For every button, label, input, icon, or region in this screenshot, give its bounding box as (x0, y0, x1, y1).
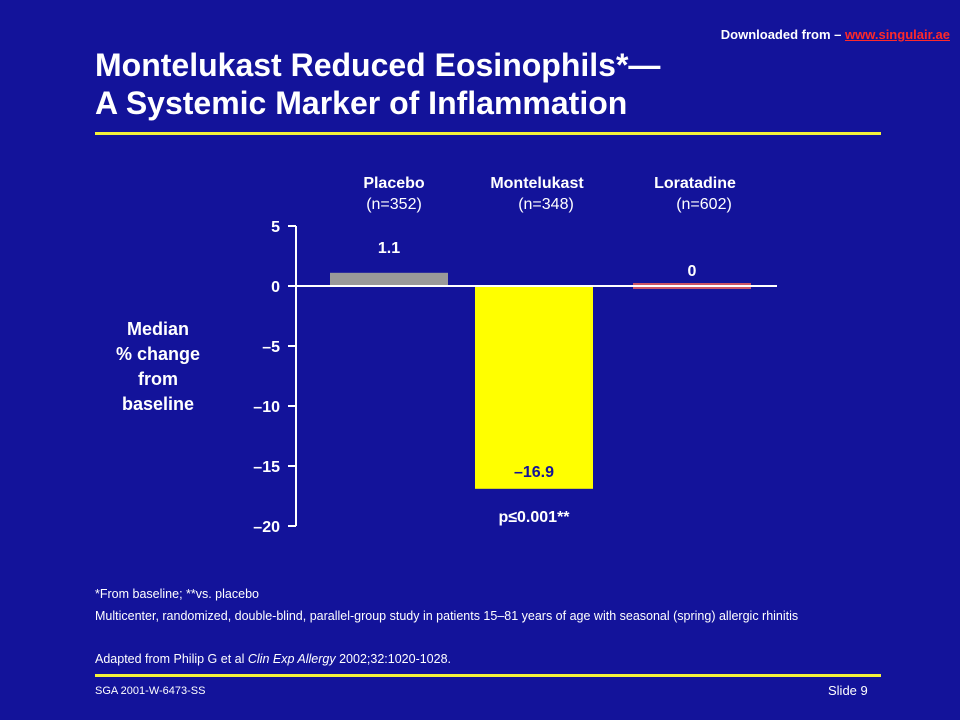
title-line-1: Montelukast Reduced Eosinophils*— (95, 47, 661, 83)
bar-value-label: 0 (688, 263, 697, 280)
bar-placebo (330, 272, 448, 286)
bar-value-label: –16.9 (514, 464, 554, 481)
download-link[interactable]: www.singulair.ae (845, 27, 950, 42)
download-source: Downloaded from – www.singulair.ae (721, 27, 950, 42)
bar-montelukast (475, 286, 593, 489)
footnote-2: Multicenter, randomized, double-blind, p… (95, 609, 799, 623)
citation-prefix: Adapted from Philip G et al (95, 652, 248, 666)
y-axis-label: Median (127, 319, 189, 339)
category-label: Loratadine (654, 175, 736, 192)
slide-title: Montelukast Reduced Eosinophils*— A Syst… (95, 46, 660, 122)
y-axis-label: baseline (122, 394, 194, 414)
category-n-label: (n=352) (366, 196, 422, 213)
download-prefix: Downloaded from – (720, 27, 845, 42)
y-tick-label: 5 (271, 219, 280, 236)
title-divider (95, 132, 881, 135)
citation-journal: Clin Exp Allergy (247, 652, 336, 666)
footer-divider (95, 674, 881, 677)
p-value-annotation: p≤0.001** (498, 509, 570, 526)
title-line-2: A Systemic Marker of Inflammation (95, 85, 628, 121)
footnote-1: *From baseline; **vs. placebo (95, 587, 259, 601)
slide-number: Slide 9 (828, 683, 868, 698)
bar-chart: 5 0 –5 –10 –15 –20 Median % change from baseline 1… (116, 175, 777, 536)
y-axis-label: % change (116, 344, 200, 364)
document-code: SGA 2001-W-6473-SS (95, 685, 206, 697)
y-tick-label: 0 (271, 279, 280, 296)
footnote-3: Adapted from Philip G et al Clin Exp All… (95, 651, 451, 667)
category-n-label: (n=602) (676, 196, 732, 213)
y-tick-label: –10 (253, 399, 280, 416)
category-label: Montelukast (490, 175, 584, 192)
citation-suffix: 2002;32:1020-1028. (335, 652, 452, 666)
y-tick-label: –15 (253, 459, 280, 476)
y-tick-label: –5 (262, 339, 280, 356)
bar-value-label: 1.1 (378, 240, 400, 257)
category-label: Placebo (363, 175, 425, 192)
category-n-label: (n=348) (518, 196, 574, 213)
y-tick-label: –20 (253, 519, 280, 536)
y-axis-label: from (138, 369, 178, 389)
